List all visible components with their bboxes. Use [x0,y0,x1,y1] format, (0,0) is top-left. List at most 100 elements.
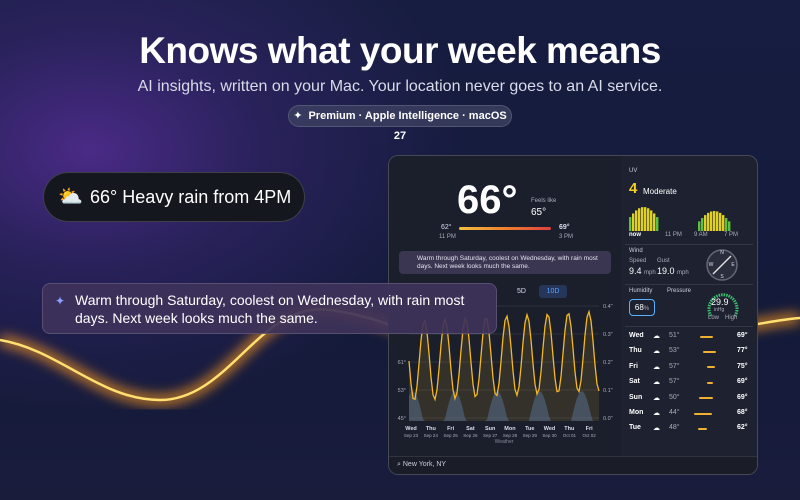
y2-tick-label: 0.2" [603,360,613,366]
temp-line [408,309,600,402]
x-tick-date: Sep 30 [542,433,557,438]
location[interactable]: ⌕ New York, NY [397,461,447,468]
x-tick-day: Fri [447,426,455,432]
humidity-box: 68% [629,299,655,316]
uv-bar [704,215,707,231]
daily-high: 62° [737,424,748,432]
range-bar [459,227,551,230]
uv-index: 4 [629,180,638,197]
daily-high: 69° [737,332,748,339]
x-tick-date: Oct 01 [563,433,577,438]
daily-high: 69° [737,393,748,401]
daily-low: 57° [669,378,680,386]
compass-letter: N [720,250,724,256]
x-tick-day: Tue [525,426,534,432]
daily-icon: ☁ [653,410,660,417]
x-tick-day: Wed [544,426,556,432]
y2-tick-label: 0.0" [603,416,613,422]
humidity-label: Humidity [629,288,653,294]
speed-value: 9.4 [629,266,642,276]
uv-bar [635,210,638,231]
daily-range [702,350,716,353]
daily-low: 57° [669,362,680,370]
pressure-label: Pressure [667,288,692,294]
high-time: 3 PM [559,234,574,240]
daily-day: Sat [629,378,640,386]
daily-low: 50° [669,393,680,401]
daily-day: Tue [629,424,641,432]
footer-bar [389,456,757,474]
uv-time: 9 AM [694,232,708,238]
uv-time: 7 PM [724,232,739,238]
daily-icon: ☁ [653,333,660,340]
compass-letter: E [731,262,735,268]
daily-low: 51° [669,332,680,339]
uv-bar [650,210,653,231]
x-tick-date: Sep 26 [463,433,478,438]
humidity-value: 68 [634,303,644,312]
x-tick-date: Oct 02 [582,433,596,438]
daily-range [707,366,715,369]
uv-chart [629,207,731,231]
x-tick-day: Sun [485,426,496,432]
tab[interactable]: 5D [517,288,526,295]
tab-selected[interactable]: 10D [539,285,567,298]
daily-day: Thu [629,347,642,355]
pressure-gauge [707,293,739,317]
daily-high: 77° [737,347,748,355]
low-time: 11 PM [439,234,456,240]
daily-day: Mon [629,409,644,416]
daily-icon: ☁ [653,394,660,402]
insight-callout-text: Warm through Saturday, coolest on Wednes… [75,292,465,326]
current-callout: ⛅ 66° Heavy rain from 4PM [43,172,305,222]
y2-tick-label: 0.1" [603,388,613,394]
daily-range [707,381,713,384]
x-tick-date: Sep 27 [483,433,498,438]
uv-bar [728,221,731,231]
x-tick-date: Sep 23 [404,433,419,438]
feels-label: Feels like [531,198,557,204]
y2-tick-label: 0.3" [603,332,613,338]
uv-time: 11 PM [665,232,682,238]
uv-bar [656,217,659,231]
x-tick-date: Sep 25 [443,433,458,438]
uv-bar [629,217,632,231]
x-tick-day: Wed [405,426,417,432]
y-tick-label: 61° [398,360,406,366]
daily-day: Fri [629,362,638,370]
uv-bar [707,212,710,231]
x-axis-label: Weather [495,439,514,445]
rain-area [409,391,599,421]
wind-gust: 19.0 mph [657,266,689,276]
uv-label: UV [629,168,638,174]
uv-bar [647,208,650,231]
uv-bar [701,218,704,231]
uv-bar [698,221,701,231]
badge-text: Premium · Apple Intelligence · macOS 27 [308,110,507,142]
uv-bar [653,213,656,231]
uv-bar [644,207,647,231]
daily-day: Wed [629,332,644,339]
daily-icon: ☁ [653,348,660,356]
daily-high: 75° [737,362,748,370]
daily-icon: ☁ [653,379,660,387]
pressure-unit: inHg [714,307,725,313]
current-callout-text: 66° Heavy rain from 4PM [90,187,292,207]
x-tick-date: Sep 24 [424,433,439,438]
insight-card: Warm through Saturday, coolest on Wednes… [399,251,611,274]
uv-level: Moderate [643,187,677,196]
daily-low: 44° [669,409,680,416]
pressure-value: 29.9 [711,297,729,307]
daily-list: Wed ☁ 51° 69° Thu ☁ 53° 77° Fri ☁ 57° 75° Sat ☁ 57° 69°… [625,332,755,456]
y-tick-label: 53° [398,388,406,394]
daily-range [694,412,713,415]
uv-bar [713,211,716,231]
current-temp: 66° [457,178,518,222]
pressure-low: Low [708,315,720,321]
headline: Knows what your week means [139,30,661,71]
daily-high: 69° [737,378,748,386]
speed-unit: mph [644,270,656,276]
high-temp: 69° [559,224,570,231]
x-tick-day: Mon [504,426,516,432]
